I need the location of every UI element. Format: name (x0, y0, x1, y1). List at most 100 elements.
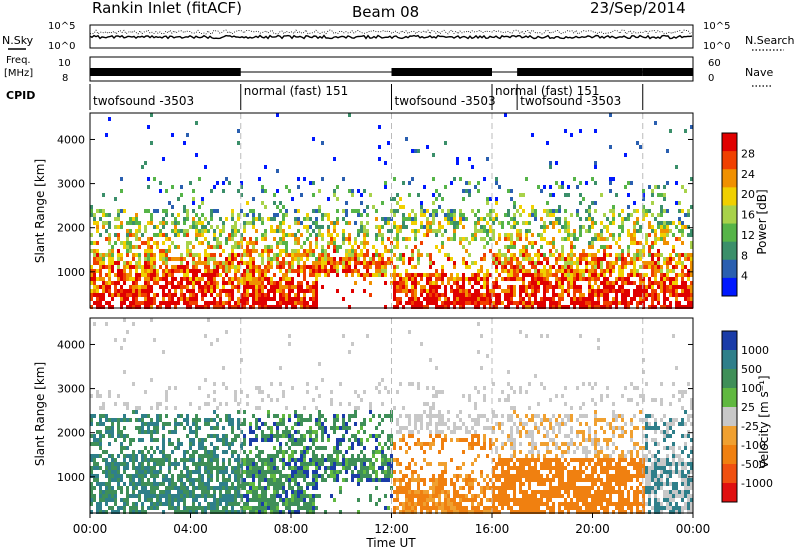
power-cell (570, 213, 573, 217)
power-cell (438, 293, 441, 297)
power-cell (177, 285, 180, 289)
velocity-cell (231, 454, 234, 458)
power-cell (564, 265, 567, 269)
power-cell (672, 245, 675, 249)
velocity-cell (285, 498, 288, 502)
power-cell (198, 305, 201, 309)
velocity-cell (165, 414, 168, 418)
power-cell (105, 285, 108, 289)
power-cell (600, 273, 603, 277)
power-cell (327, 197, 330, 201)
power-cell (417, 305, 420, 309)
velocity-cell (240, 390, 243, 394)
power-cell (624, 257, 627, 261)
power-cell (96, 277, 99, 281)
velocity-cell (162, 426, 165, 430)
velocity-cell (273, 478, 276, 482)
power-cell (291, 257, 294, 261)
power-cell (288, 265, 291, 269)
velocity-cell (126, 330, 129, 334)
power-cell (417, 273, 420, 277)
power-cell (651, 293, 654, 297)
power-ylabel: Slant Range [km] (33, 159, 47, 263)
velocity-cell (315, 386, 318, 390)
velocity-cell (441, 442, 444, 446)
power-cell (153, 257, 156, 261)
power-cell (465, 217, 468, 221)
velocity-cell (438, 494, 441, 498)
power-cell (186, 253, 189, 257)
power-cell (486, 213, 489, 217)
velocity-cell (438, 478, 441, 482)
power-cell (165, 213, 168, 217)
power-cell (510, 265, 513, 269)
power-cell (387, 249, 390, 253)
power-cell (537, 289, 540, 293)
power-cell (570, 133, 573, 137)
velocity-cell (120, 506, 123, 510)
power-cell (375, 269, 378, 273)
power-cell (129, 217, 132, 221)
power-cell (459, 241, 462, 245)
power-cell (576, 301, 579, 305)
power-cell (186, 297, 189, 301)
power-cell (348, 241, 351, 245)
velocity-cell (117, 482, 120, 486)
power-cell (144, 273, 147, 277)
power-cell (297, 253, 300, 257)
power-cell (204, 253, 207, 257)
power-cell (504, 213, 507, 217)
power-cell (435, 285, 438, 289)
velocity-cell (267, 470, 270, 474)
velocity-cell (396, 430, 399, 434)
power-cell (609, 181, 612, 185)
power-cell (585, 261, 588, 265)
power-cell (633, 221, 636, 225)
power-cell (246, 201, 249, 205)
power-cell (570, 253, 573, 257)
power-cell (579, 225, 582, 229)
velocity-cell (273, 494, 276, 498)
power-cell (573, 305, 576, 309)
power-cell (660, 265, 663, 269)
power-cell (207, 229, 210, 233)
power-cell (516, 277, 519, 281)
power-cell (498, 273, 501, 277)
power-cell (186, 281, 189, 285)
power-cell (237, 189, 240, 193)
power-cell (333, 245, 336, 249)
power-cell (429, 213, 432, 217)
velocity-cell (108, 434, 111, 438)
velocity-cell (318, 446, 321, 450)
velocity-cell (342, 466, 345, 470)
velocity-cell (378, 466, 381, 470)
power-cell (399, 257, 402, 261)
power-cell (345, 265, 348, 269)
velocity-cell (342, 438, 345, 442)
power-cell (195, 229, 198, 233)
power-cell (261, 185, 264, 189)
velocity-cell (291, 438, 294, 442)
velocity-cell (189, 426, 192, 430)
power-cell (162, 273, 165, 277)
velocity-cell (108, 462, 111, 466)
velocity-cell (135, 426, 138, 430)
velocity-cell (276, 422, 279, 426)
power-cell (324, 273, 327, 277)
power-cell (585, 253, 588, 257)
power-cell (450, 273, 453, 277)
power-cell (690, 205, 693, 209)
velocity-cell (204, 422, 207, 426)
power-cell (651, 225, 654, 229)
velocity-cell (111, 466, 114, 470)
power-cell (117, 265, 120, 269)
velocity-cell (330, 470, 333, 474)
velocity-cell (432, 394, 435, 398)
power-cell (516, 261, 519, 265)
velocity-cell (381, 418, 384, 422)
velocity-cell (279, 478, 282, 482)
power-cell (159, 229, 162, 233)
power-cell (537, 261, 540, 265)
power-cell (276, 301, 279, 305)
power-cell (690, 233, 693, 237)
